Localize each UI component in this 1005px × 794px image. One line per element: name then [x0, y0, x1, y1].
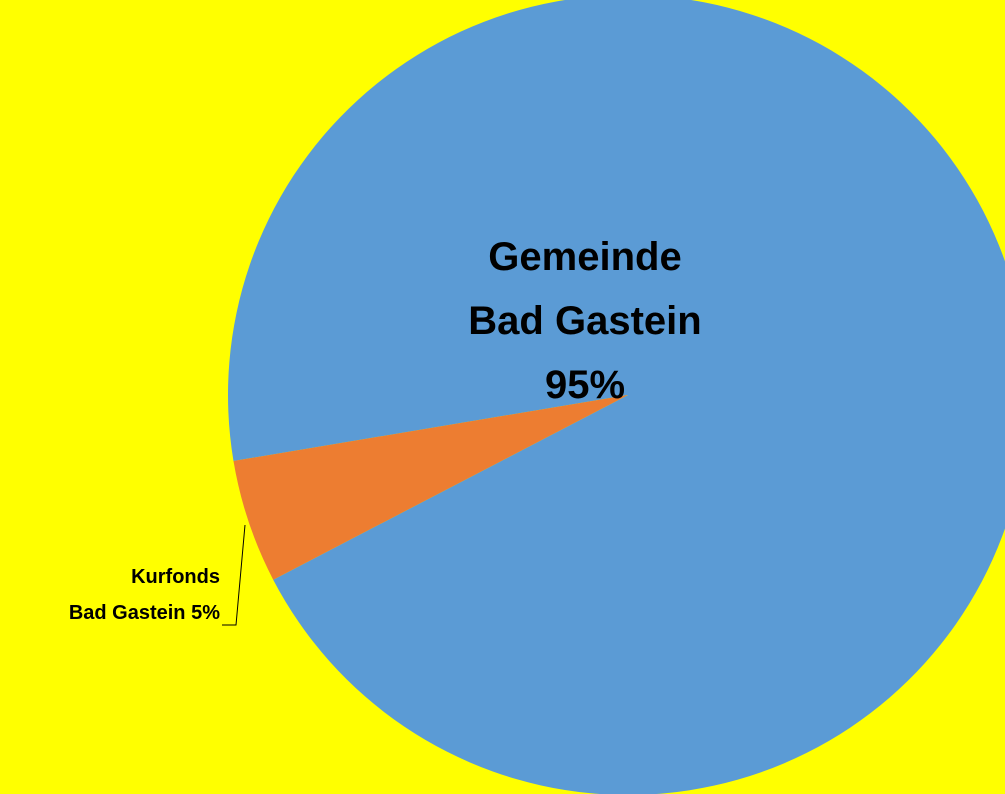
pie	[228, 0, 1005, 794]
slice-label: Kurfonds Bad Gastein 5%	[0, 559, 220, 631]
category-label: Gemeinde Bad Gastein	[468, 235, 702, 343]
leader-line	[222, 524, 246, 626]
value-label: 5%	[191, 602, 220, 624]
pie-slice	[233, 395, 628, 580]
slice-label: Gemeinde Bad Gastein 95%	[425, 225, 745, 417]
pie-slice	[228, 0, 1005, 794]
category-label: Kurfonds Bad Gastein	[68, 566, 220, 624]
value-label: 95%	[544, 363, 626, 407]
